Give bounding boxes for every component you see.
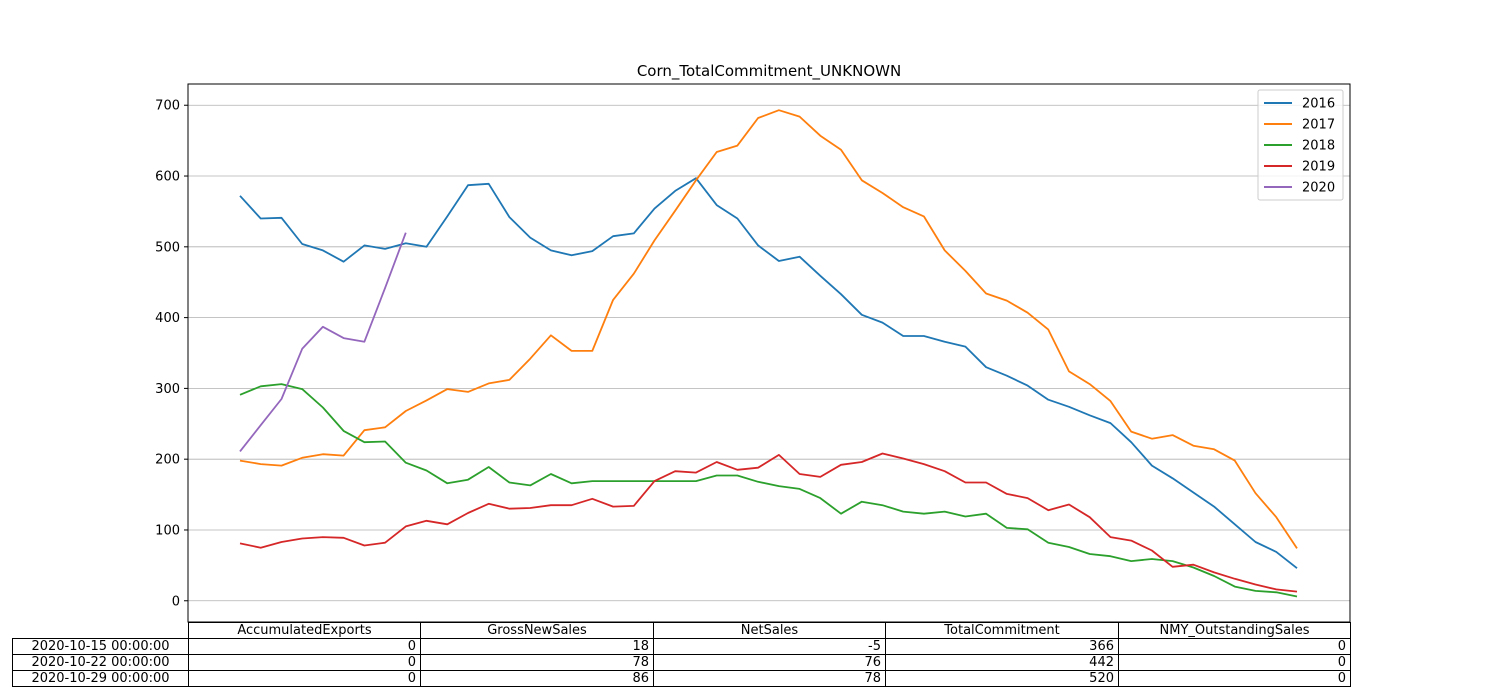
table-row: 2020-10-22 00:00:00 0 78 76 442 0 [12,654,1351,671]
table-cell: 520 [885,670,1119,687]
table-column-header: NetSales [653,622,886,639]
table-cell: 86 [420,670,654,687]
series-line-2017 [239,109,1298,549]
y-tick-label-400: 400 [155,311,180,326]
y-tick-label-100: 100 [155,523,180,538]
table-cell: 366 [885,638,1119,655]
legend-item-2018: 2018 [1264,139,1335,154]
legend-label-2020: 2020 [1302,181,1335,196]
table-cell: -5 [653,638,886,655]
legend-label-2017: 2017 [1302,118,1335,133]
y-tick-label-500: 500 [155,240,180,255]
grid-lines [188,104,1350,602]
table-row: 2020-10-15 00:00:00 0 18 -5 366 0 [12,638,1351,655]
series-line-2016 [239,177,1298,569]
legend-item-2017: 2017 [1264,118,1335,133]
y-tick-label-700: 700 [155,99,180,114]
table-header-row: AccumulatedExports GrossNewSales NetSales T… [13,622,1351,639]
table-corner [13,623,189,639]
table-row: 2020-10-29 00:00:00 0 86 78 520 0 [12,670,1351,687]
table-column-header: TotalCommitment [885,622,1119,639]
y-tick-label-300: 300 [155,382,180,397]
y-tick-label-600: 600 [155,170,180,185]
table-column-header: AccumulatedExports [188,622,421,639]
series-line-2019 [239,452,1298,593]
table-column-header: GrossNewSales [420,622,654,639]
table-cell: 0 [1118,654,1351,671]
y-axis-ticks: 0 100 200 300 400 500 600 700 [155,99,188,609]
table-cell: 0 [188,670,421,687]
series-line-2018 [239,383,1298,598]
y-tick-label-200: 200 [155,453,180,468]
table-cell: 0 [1118,638,1351,655]
series-line-2020 [239,232,407,452]
table-row-label: 2020-10-15 00:00:00 [12,638,189,655]
legend-item-2016: 2016 [1264,97,1335,112]
data-table: AccumulatedExports GrossNewSales NetSales T… [12,622,1351,687]
table-cell: 0 [188,654,421,671]
table-column-header: NMY_OutstandingSales [1118,622,1351,639]
table-cell: 442 [885,654,1119,671]
table-cell: 0 [188,638,421,655]
table-cell: 78 [653,670,886,687]
legend: 2016 2017 2018 2019 2020 [1257,89,1344,201]
table-cell: 18 [420,638,654,655]
table-row-label: 2020-10-22 00:00:00 [12,654,189,671]
chart-title: Corn_TotalCommitment_UNKNOWN [637,62,901,81]
table-row-label: 2020-10-29 00:00:00 [12,670,189,687]
legend-label-2019: 2019 [1302,160,1335,175]
legend-label-2018: 2018 [1302,139,1335,154]
table-cell: 76 [653,654,886,671]
legend-box [1257,89,1344,201]
series-lines [239,109,1298,598]
table-cell: 78 [420,654,654,671]
table-cell: 0 [1118,670,1351,687]
legend-label-2016: 2016 [1302,97,1335,112]
plot-frame [187,83,1351,623]
legend-item-2020: 2020 [1264,181,1335,196]
y-tick-label-0: 0 [172,594,180,609]
legend-item-2019: 2019 [1264,160,1335,175]
